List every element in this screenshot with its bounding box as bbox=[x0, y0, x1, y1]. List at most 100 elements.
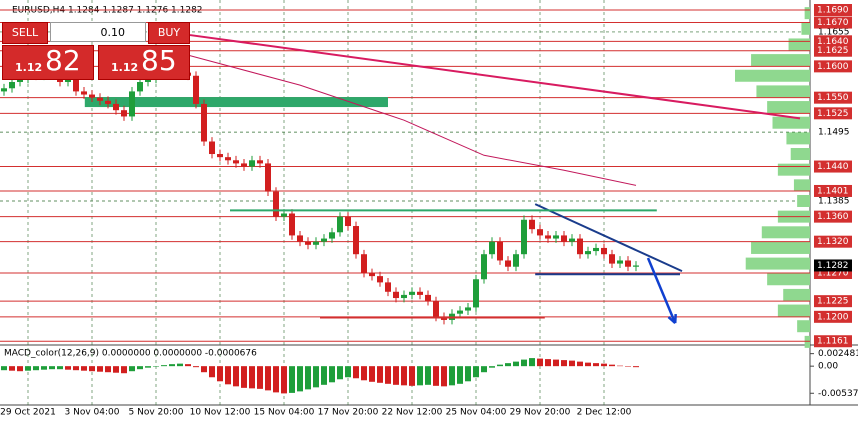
candle-body bbox=[473, 279, 479, 308]
level-label-box bbox=[814, 16, 852, 29]
level-label: 1.1670 bbox=[817, 18, 849, 28]
macd-bar bbox=[593, 363, 599, 367]
candle-body bbox=[313, 241, 319, 245]
candle-body bbox=[481, 254, 487, 280]
candle-body bbox=[225, 157, 231, 161]
candle-body bbox=[305, 241, 311, 245]
candle-body bbox=[361, 254, 367, 273]
macd-bar bbox=[241, 366, 247, 388]
candle-body bbox=[505, 260, 511, 267]
bid-price[interactable]: 1.12 82 bbox=[2, 44, 94, 80]
volume-profile-bar bbox=[801, 22, 810, 35]
volume-profile-bar bbox=[756, 85, 810, 98]
candle-body bbox=[561, 235, 567, 242]
level-label: 1.1270 bbox=[817, 268, 849, 278]
macd-bar bbox=[145, 366, 151, 368]
macd-bar bbox=[25, 366, 31, 371]
macd-bar bbox=[225, 366, 231, 385]
y-tick-label: 1.1385 bbox=[818, 196, 850, 206]
macd-bar bbox=[545, 359, 551, 367]
macd-bar bbox=[401, 366, 407, 386]
macd-bar bbox=[65, 366, 71, 370]
macd-bar bbox=[585, 362, 591, 367]
macd-bar bbox=[49, 366, 55, 370]
macd-bar bbox=[297, 366, 303, 392]
candle-body bbox=[193, 75, 199, 104]
candle-body bbox=[609, 254, 615, 264]
macd-bar bbox=[169, 364, 175, 367]
candle-body bbox=[377, 276, 383, 283]
level-label-box bbox=[814, 44, 852, 57]
volume-profile-bar bbox=[786, 132, 810, 145]
macd-bar bbox=[41, 366, 47, 370]
buy-button[interactable]: BUY bbox=[148, 22, 190, 44]
candle-body bbox=[97, 97, 103, 101]
macd-bar bbox=[33, 366, 39, 371]
x-tick-label: 5 Nov 20:00 bbox=[129, 408, 184, 418]
level-label: 1.1525 bbox=[817, 109, 849, 119]
macd-bar bbox=[425, 366, 431, 385]
volume-profile-bar bbox=[797, 320, 810, 333]
macd-bar bbox=[385, 366, 391, 384]
macd-bar bbox=[201, 366, 207, 373]
macd-bar bbox=[209, 366, 215, 378]
macd-bar bbox=[313, 366, 319, 388]
x-tick-label: 3 Nov 04:00 bbox=[65, 408, 120, 418]
ask-big: 85 bbox=[141, 44, 177, 77]
macd-bar bbox=[153, 366, 159, 367]
macd-bar bbox=[473, 366, 479, 378]
macd-tick-label: 0.00 bbox=[818, 362, 838, 372]
candle-body bbox=[577, 238, 583, 255]
level-label-box bbox=[814, 4, 852, 17]
sell-button[interactable]: SELL bbox=[2, 22, 48, 44]
candle-body bbox=[617, 260, 623, 264]
candle-body bbox=[417, 291, 423, 295]
arrow bbox=[646, 257, 677, 324]
volume-profile-bar bbox=[777, 304, 810, 317]
macd-bar bbox=[305, 366, 311, 390]
macd-bar bbox=[513, 361, 519, 367]
candle-body bbox=[1, 88, 7, 92]
volume-profile-bar bbox=[790, 148, 810, 161]
candle-body bbox=[569, 238, 575, 242]
trendline bbox=[534, 203, 683, 273]
macd-bar bbox=[185, 364, 191, 367]
ask-price[interactable]: 1.12 85 bbox=[98, 44, 190, 80]
macd-bar bbox=[329, 366, 335, 383]
level-label-box bbox=[814, 295, 852, 308]
moving-average bbox=[187, 54, 637, 186]
macd-bar bbox=[273, 366, 279, 393]
candle-body bbox=[425, 294, 431, 302]
candle-body bbox=[289, 213, 295, 236]
candle-body bbox=[513, 254, 519, 267]
macd-bar bbox=[129, 366, 135, 372]
candle-body bbox=[601, 247, 607, 255]
macd-bar bbox=[521, 359, 527, 367]
volume-profile-bar bbox=[745, 257, 810, 270]
candle-body bbox=[145, 78, 151, 83]
macd-bar bbox=[121, 366, 127, 374]
candle-body bbox=[353, 226, 359, 255]
lot-input[interactable]: 0.10 bbox=[50, 22, 146, 42]
level-label: 1.1200 bbox=[817, 312, 849, 322]
macd-tick-label: -0.005374 bbox=[818, 389, 858, 399]
candle-body bbox=[129, 91, 135, 117]
macd-bar bbox=[257, 366, 263, 389]
candle-body bbox=[241, 163, 247, 167]
candle-body bbox=[385, 282, 391, 292]
candle-body bbox=[113, 103, 119, 111]
x-tick-label: 10 Nov 12:00 bbox=[190, 408, 251, 418]
trade-panel: SELL 0.10 BUY 1.12 82 1.12 85 bbox=[2, 20, 190, 80]
macd-bar bbox=[81, 366, 87, 371]
candle-body bbox=[297, 235, 303, 242]
macd-bar bbox=[409, 366, 415, 386]
level-label: 1.1690 bbox=[817, 6, 849, 16]
level-label: 1.1360 bbox=[817, 212, 849, 222]
macd-bar bbox=[457, 366, 463, 384]
macd-bar bbox=[601, 363, 607, 367]
macd-bar bbox=[233, 366, 239, 387]
macd-bar bbox=[265, 366, 271, 391]
volume-profile-bar bbox=[788, 38, 810, 51]
x-tick-label: 29 Oct 2021 bbox=[0, 408, 56, 418]
candle-body bbox=[257, 160, 263, 164]
